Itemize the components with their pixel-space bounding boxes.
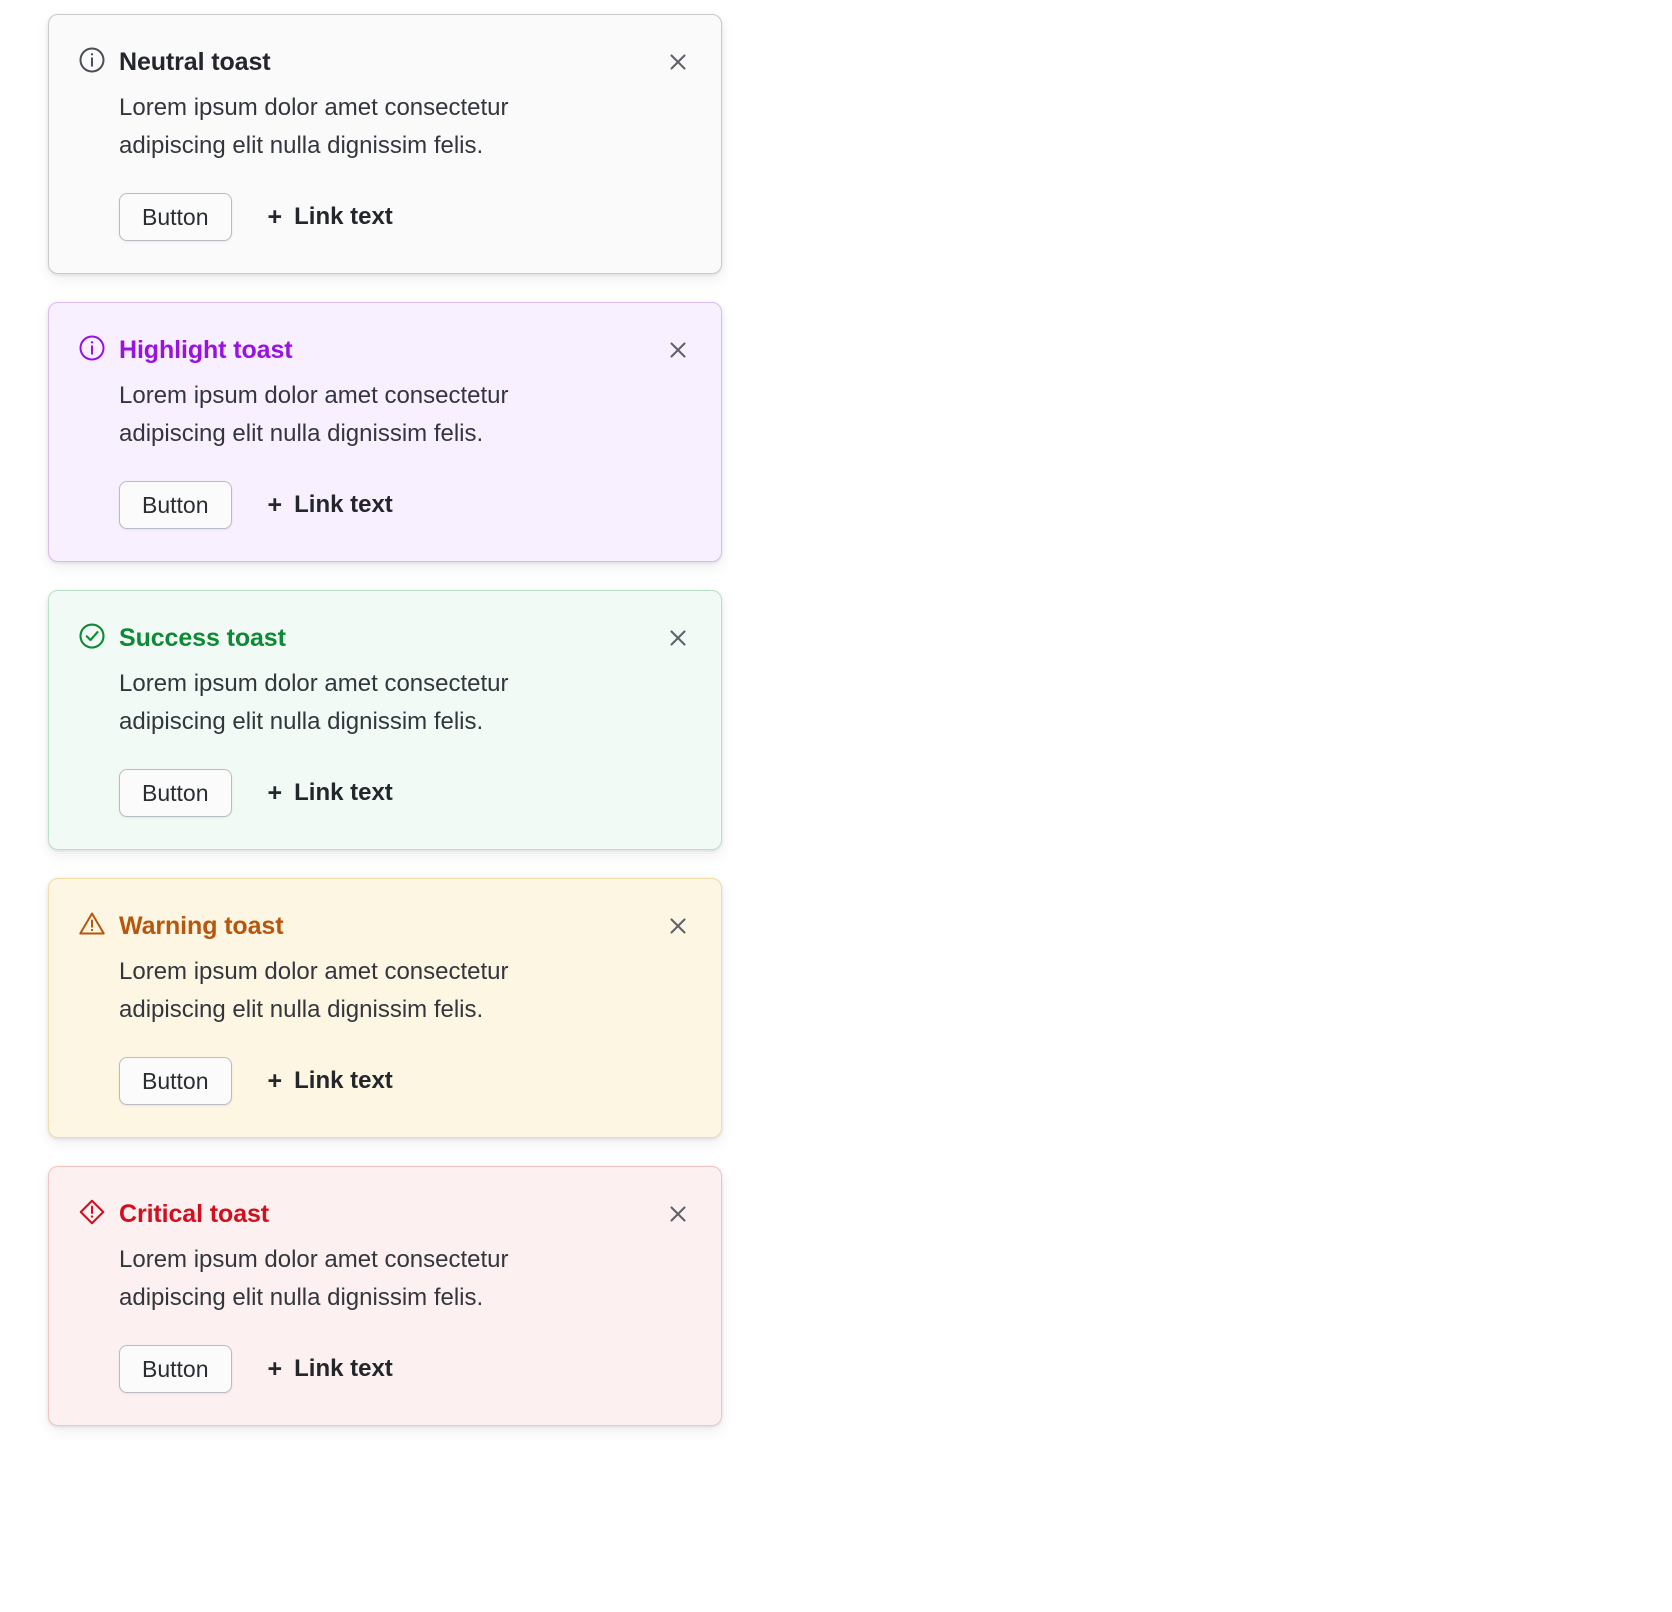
close-button[interactable] [661, 909, 695, 943]
toast-link-label: Link text [294, 779, 393, 806]
toast-header: Critical toast [75, 1197, 695, 1231]
toast-body-text: Lorem ipsum dolor amet consectetur adipi… [119, 382, 509, 447]
toast-link-action[interactable]: + Link text [267, 1354, 393, 1383]
toast-neutral: Neutral toast Lorem ipsum dolor amet con… [48, 14, 722, 274]
toast-header: Highlight toast [75, 333, 695, 367]
toast-header: Success toast [75, 621, 695, 655]
toast-action-button[interactable]: Button [119, 193, 232, 241]
plus-icon: + [267, 1354, 283, 1383]
warning-triangle-icon [75, 907, 109, 941]
toast-body-text: Lorem ipsum dolor amet consectetur adipi… [119, 958, 509, 1023]
toast-action-button[interactable]: Button [119, 769, 232, 817]
toast-actions: Button + Link text [119, 193, 695, 241]
toast-action-button[interactable]: Button [119, 481, 232, 529]
toast-header: Warning toast [75, 909, 695, 943]
toast-actions: Button + Link text [119, 481, 695, 529]
toast-warning: Warning toast Lorem ipsum dolor amet con… [48, 878, 722, 1138]
info-circle-icon [75, 331, 109, 365]
toast-link-label: Link text [294, 1355, 393, 1382]
toast-body-text: Lorem ipsum dolor amet consectetur adipi… [119, 670, 509, 735]
close-button[interactable] [661, 1197, 695, 1231]
toast-body-text: Lorem ipsum dolor amet consectetur adipi… [119, 94, 509, 159]
toast-stack: Neutral toast Lorem ipsum dolor amet con… [48, 14, 722, 1426]
plus-icon: + [267, 490, 283, 519]
toast-title: Highlight toast [119, 336, 293, 364]
close-button[interactable] [661, 621, 695, 655]
toast-link-label: Link text [294, 203, 393, 230]
toast-action-button[interactable]: Button [119, 1345, 232, 1393]
critical-diamond-icon [75, 1195, 109, 1229]
toast-link-action[interactable]: + Link text [267, 490, 393, 519]
toast-body-text: Lorem ipsum dolor amet consectetur adipi… [119, 1246, 509, 1311]
toast-link-action[interactable]: + Link text [267, 778, 393, 807]
close-button[interactable] [661, 333, 695, 367]
toast-title: Neutral toast [119, 48, 271, 76]
toast-title: Success toast [119, 624, 286, 652]
close-button[interactable] [661, 45, 695, 79]
toast-success: Success toast Lorem ipsum dolor amet con… [48, 590, 722, 850]
check-circle-icon [75, 619, 109, 653]
toast-link-action[interactable]: + Link text [267, 1066, 393, 1095]
toast-link-label: Link text [294, 491, 393, 518]
toast-title: Critical toast [119, 1200, 270, 1228]
plus-icon: + [267, 202, 283, 231]
toast-actions: Button + Link text [119, 769, 695, 817]
plus-icon: + [267, 778, 283, 807]
info-circle-icon [75, 43, 109, 77]
toast-actions: Button + Link text [119, 1345, 695, 1393]
toast-link-label: Link text [294, 1067, 393, 1094]
toast-highlight: Highlight toast Lorem ipsum dolor amet c… [48, 302, 722, 562]
toast-action-button[interactable]: Button [119, 1057, 232, 1105]
toast-header: Neutral toast [75, 45, 695, 79]
plus-icon: + [267, 1066, 283, 1095]
toast-title: Warning toast [119, 912, 284, 940]
toast-actions: Button + Link text [119, 1057, 695, 1105]
toast-critical: Critical toast Lorem ipsum dolor amet co… [48, 1166, 722, 1426]
toast-link-action[interactable]: + Link text [267, 202, 393, 231]
